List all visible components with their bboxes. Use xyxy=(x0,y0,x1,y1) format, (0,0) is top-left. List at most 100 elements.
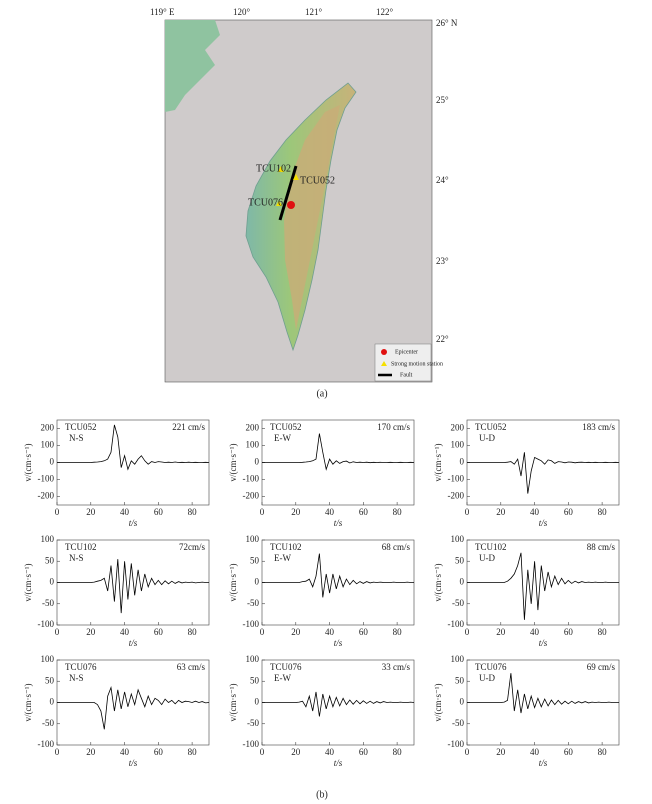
peak-annotation: 221 cm/s xyxy=(172,422,205,432)
x-tick-label: 0 xyxy=(465,747,470,757)
x-tick-label: 20 xyxy=(86,747,96,757)
lat-label: 23° xyxy=(436,256,449,266)
y-tick-label: 50 xyxy=(45,555,55,565)
peak-annotation: 69 cm/s xyxy=(587,662,616,672)
y-tick-label: 0 xyxy=(50,457,55,467)
station-marker xyxy=(278,166,284,172)
x-axis-label: t/s xyxy=(334,518,343,528)
x-tick-label: 0 xyxy=(55,747,60,757)
y-tick-label: -50 xyxy=(452,598,464,608)
lon-label: 122° xyxy=(376,7,394,17)
x-tick-label: 20 xyxy=(291,507,301,517)
peak-annotation: 72cm/s xyxy=(179,542,205,552)
station-name: TCU102 xyxy=(475,542,507,552)
x-tick-label: 80 xyxy=(598,627,608,637)
y-axis-label: v/(cm·s⁻¹) xyxy=(23,684,33,722)
peak-annotation: 68 cm/s xyxy=(382,542,411,552)
component: U-D xyxy=(479,673,495,683)
x-tick-label: 0 xyxy=(465,507,470,517)
station-name: TCU076 xyxy=(475,662,507,672)
legend-label: Epicenter xyxy=(395,349,418,355)
x-tick-label: 40 xyxy=(325,507,335,517)
component: N-S xyxy=(69,433,84,443)
x-tick-label: 40 xyxy=(120,747,130,757)
lon-label: 121° xyxy=(305,7,323,17)
y-tick-label: -50 xyxy=(247,598,259,608)
x-axis-label: t/s xyxy=(129,758,138,768)
seismogram: -100 -50 0 50 100 0 20 40 60 80 t/s v/(cm·s⁻¹) TCU07… xyxy=(23,654,210,768)
waveform xyxy=(57,686,210,730)
y-tick-label: 50 xyxy=(455,675,465,685)
y-tick-label: 0 xyxy=(460,577,465,587)
y-tick-label: -100 xyxy=(38,739,55,749)
y-tick-label: 100 xyxy=(451,534,465,544)
x-axis-label: t/s xyxy=(334,758,343,768)
map-legend: Epicenter Strong motion station Fault xyxy=(374,343,443,382)
y-tick-label: -100 xyxy=(448,739,465,749)
y-axis-label: v/(cm·s⁻¹) xyxy=(23,444,33,482)
x-tick-label: 40 xyxy=(120,627,130,637)
component: E-W xyxy=(274,433,291,443)
x-tick-label: 80 xyxy=(393,747,403,757)
waveform xyxy=(262,691,415,717)
x-tick-label: 80 xyxy=(598,747,608,757)
waveform xyxy=(57,559,209,614)
x-tick-label: 20 xyxy=(86,507,96,517)
x-tick-label: 20 xyxy=(496,627,506,637)
x-axis-label: t/s xyxy=(539,518,548,528)
station-name: TCU102 xyxy=(270,542,302,552)
peak-annotation: 88 cm/s xyxy=(587,542,616,552)
x-tick-label: 40 xyxy=(530,507,540,517)
mainland-coast xyxy=(165,20,220,112)
lat-label: 25° xyxy=(436,95,449,105)
seismogram: -200 -100 0 100 200 0 20 40 60 80 t/s v/(cm·s⁻¹) TCU… xyxy=(433,419,620,528)
waveform xyxy=(57,424,210,471)
x-tick-label: 20 xyxy=(291,627,301,637)
y-axis-label: v/(cm·s⁻¹) xyxy=(23,564,33,602)
legend-symbol xyxy=(381,349,387,355)
y-axis-label: v/(cm·s⁻¹) xyxy=(228,564,238,602)
y-tick-label: -50 xyxy=(452,718,464,728)
x-axis-label: t/s xyxy=(334,638,343,648)
lat-label: 26° N xyxy=(436,18,458,28)
component: E-W xyxy=(274,553,291,563)
y-tick-label: 0 xyxy=(255,457,260,467)
y-tick-label: 0 xyxy=(460,697,465,707)
caption: (b) xyxy=(316,789,328,800)
component: U-D xyxy=(479,433,495,443)
y-tick-label: 200 xyxy=(246,423,260,433)
x-tick-label: 20 xyxy=(496,747,506,757)
x-tick-label: 80 xyxy=(188,747,198,757)
y-tick-label: -100 xyxy=(448,474,465,484)
y-tick-label: 100 xyxy=(41,654,55,664)
x-tick-label: 0 xyxy=(260,507,265,517)
fault-line xyxy=(278,165,298,221)
station-marker xyxy=(276,200,282,206)
seismogram: -100 -50 0 50 100 0 20 40 60 80 t/s v/(cm·s⁻¹) TCU07… xyxy=(433,654,620,768)
component: E-W xyxy=(274,673,291,683)
y-tick-label: 0 xyxy=(255,577,260,587)
y-axis-label: v/(cm·s⁻¹) xyxy=(433,684,443,722)
x-tick-label: 20 xyxy=(496,507,506,517)
lat-label: 22° xyxy=(436,334,449,344)
x-tick-label: 0 xyxy=(260,627,265,637)
y-tick-label: -200 xyxy=(38,491,55,501)
y-tick-label: 100 xyxy=(246,654,260,664)
x-axis-label: t/s xyxy=(539,758,548,768)
y-tick-label: 200 xyxy=(451,423,465,433)
lon-label: 119° E xyxy=(150,7,175,17)
y-tick-label: 0 xyxy=(255,697,260,707)
x-axis-label: t/s xyxy=(129,518,138,528)
component: N-S xyxy=(69,553,84,563)
x-tick-label: 40 xyxy=(325,747,335,757)
y-tick-label: 0 xyxy=(50,577,55,587)
y-tick-label: -100 xyxy=(38,619,55,629)
y-tick-label: -50 xyxy=(247,718,259,728)
epicenter-marker xyxy=(287,201,295,209)
seismogram: -200 -100 0 100 200 0 20 40 60 80 t/s v/(cm·s⁻¹) TCU… xyxy=(228,419,415,528)
x-tick-label: 40 xyxy=(120,507,130,517)
x-tick-label: 80 xyxy=(188,507,198,517)
y-tick-label: 100 xyxy=(246,440,260,450)
x-tick-label: 60 xyxy=(359,507,369,517)
x-tick-label: 40 xyxy=(530,747,540,757)
